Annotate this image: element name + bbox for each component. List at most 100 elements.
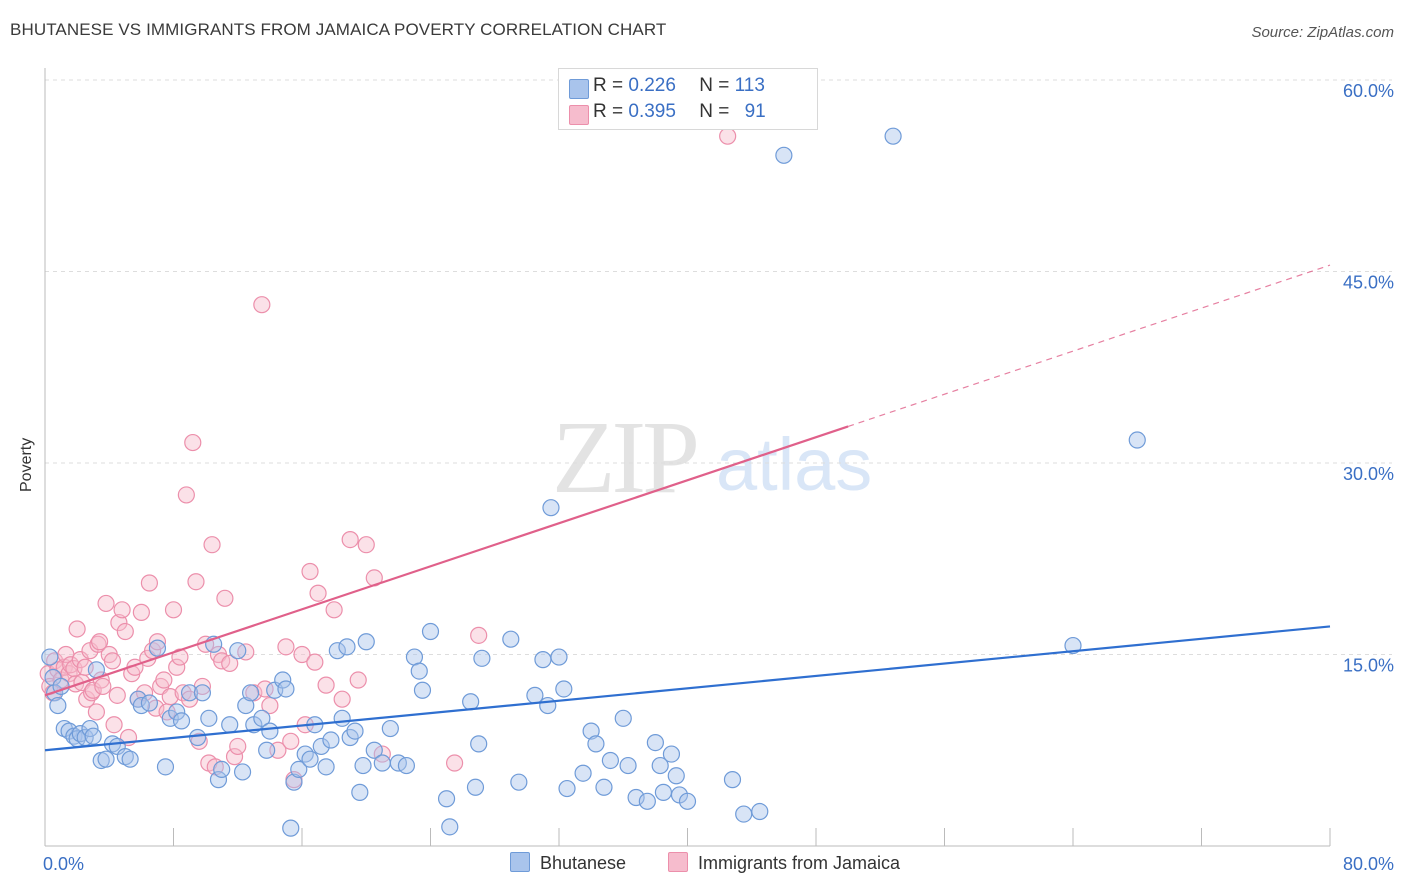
x-tick-label: 0.0% [43, 854, 84, 874]
bhutanese-point [550, 648, 568, 666]
bhutanese-point [723, 771, 742, 789]
legend-swatch-blue [510, 852, 530, 872]
jamaica-point [216, 589, 234, 607]
bhutanese-point [651, 756, 669, 775]
bhutanese-point [193, 684, 212, 702]
trend-lines [44, 264, 1331, 752]
jamaica-point [177, 486, 195, 504]
jamaica-point [113, 601, 131, 619]
bhutanese-point [775, 146, 793, 164]
bhutanese-point [156, 758, 175, 776]
bhutanese-point [619, 756, 637, 775]
bhutanese-point [200, 709, 218, 727]
bhutanese-point [346, 722, 364, 740]
jamaica-point [341, 530, 359, 549]
legend-n-value: 113 [734, 75, 765, 96]
legend-row-bhutanese: R = 0.226 N = 113 [569, 75, 765, 99]
jamaica-point [174, 684, 192, 702]
chart-source: Source: ZipAtlas.com [1251, 24, 1394, 41]
bhutanese-point [555, 680, 573, 698]
legend-r-label: R = [593, 101, 624, 122]
bhutanese-point [322, 731, 340, 749]
bhutanese-point [595, 778, 613, 796]
bhutanese-point [582, 722, 600, 740]
jamaica-point [306, 653, 324, 671]
y-tick-label: 15.0% [1343, 656, 1394, 676]
jamaica-point [110, 613, 128, 632]
jamaica-trend-line-extension [847, 264, 1331, 428]
bhutanese-point [285, 773, 303, 791]
legend-swatch-blue [569, 79, 589, 99]
jamaica-point [161, 688, 179, 706]
bhutanese-point [328, 642, 346, 660]
jamaica-point [282, 732, 300, 750]
bhutanese-point [441, 818, 459, 836]
bhutanese-point [542, 499, 560, 517]
jamaica-point [164, 601, 183, 619]
jamaica-point [301, 562, 319, 581]
jamaica-point [105, 716, 123, 734]
bhutanese-point [413, 681, 432, 699]
jamaica-point [87, 703, 106, 721]
jamaica-point [94, 677, 112, 696]
bhutanese-point [466, 778, 485, 796]
bhutanese-point [277, 680, 295, 698]
bhutanese-point [539, 696, 557, 715]
bhutanese-point [282, 819, 300, 837]
jamaica-point [89, 635, 107, 653]
bhutanese-point [84, 727, 102, 745]
legend-item-jamaica[interactable]: Immigrants from Jamaica [668, 852, 900, 874]
jamaica-point [333, 690, 351, 708]
y-tick-label: 30.0% [1343, 464, 1394, 484]
legend-r-label: R = [593, 75, 624, 96]
bhutanese-point [221, 716, 239, 734]
legend-row-jamaica: R = 0.395 N = 91 [569, 101, 766, 125]
jamaica-point [293, 645, 311, 664]
jamaica-point [357, 536, 375, 554]
legend-label-bhutanese: Bhutanese [540, 853, 627, 873]
grid-lines [45, 79, 1392, 655]
bhutanese-point [397, 756, 416, 775]
bhutanese-point [97, 750, 115, 768]
bhutanese-point [667, 767, 685, 785]
bhutanese-point [242, 684, 260, 702]
bhutanese-point [421, 622, 440, 641]
bhutanese-point [188, 728, 207, 747]
bhutanese-point [473, 649, 491, 667]
bhutanese-point [41, 648, 59, 666]
jamaica-point [229, 737, 247, 756]
bhutanese-point [884, 127, 902, 145]
watermark-zip: ZIP [552, 400, 696, 515]
jamaica-point [132, 603, 150, 621]
jamaica-point [719, 127, 737, 145]
bhutanese-point [587, 735, 605, 753]
bhutanese-point [678, 792, 697, 810]
bhutanese-point [638, 792, 656, 810]
bhutanese-point [180, 684, 199, 702]
jamaica-point [140, 574, 159, 592]
bhutanese-point [357, 633, 375, 651]
bhutanese-point [261, 722, 279, 740]
bhutanese-point [627, 788, 645, 807]
legend-item-bhutanese[interactable]: Bhutanese [510, 852, 626, 874]
bhutanese-point [253, 709, 271, 727]
y-axis-label: Poverty [18, 437, 35, 492]
y-tick-label: 45.0% [1343, 273, 1394, 293]
bhutanese-point [237, 696, 255, 715]
bhutanese-trend-line [44, 625, 1331, 752]
bhutanese-point [534, 651, 552, 669]
legend-swatch-pink [668, 852, 688, 872]
bhutanese-point [646, 733, 664, 752]
jamaica-point [68, 620, 86, 638]
bhutanese-point [751, 802, 769, 821]
y-tick-label: 60.0% [1343, 81, 1394, 101]
legend-r-value: 0.395 [628, 101, 676, 122]
jamaica-point [148, 633, 167, 651]
bhutanese-point [1064, 636, 1082, 655]
bhutanese-point [462, 693, 480, 711]
jamaica-point [261, 696, 279, 715]
watermark: ZIP atlas [552, 400, 872, 515]
jamaica-point [108, 686, 126, 704]
bhutanese-point [510, 773, 528, 791]
